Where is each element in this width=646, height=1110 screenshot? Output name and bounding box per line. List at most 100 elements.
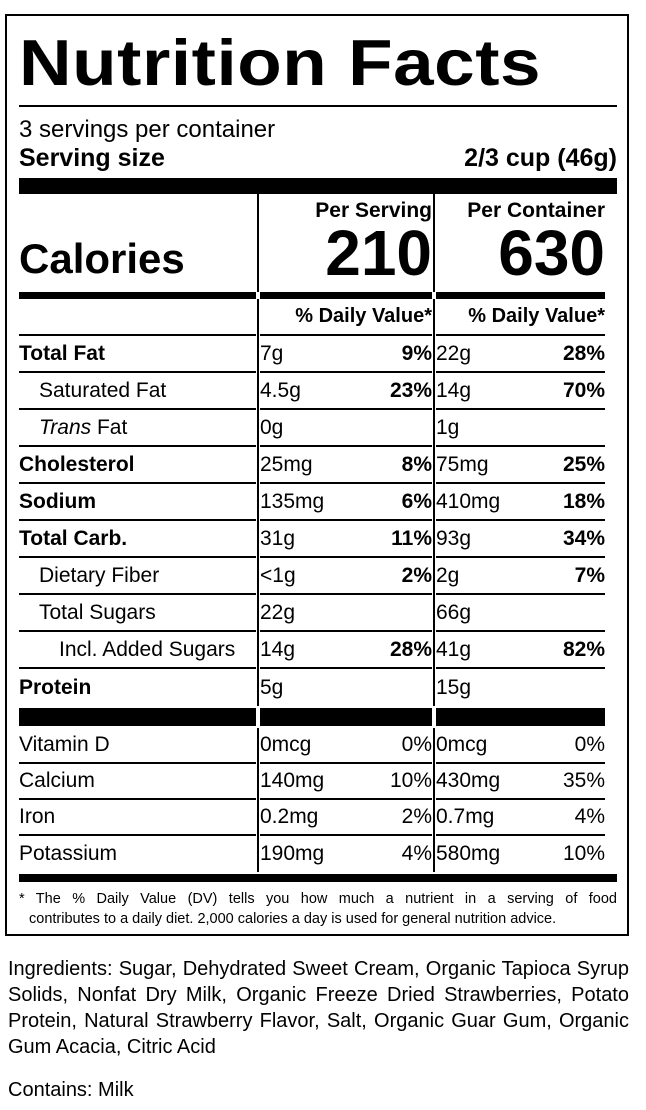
vitamin-thick-divider	[19, 708, 617, 727]
label-title: Nutrition Facts	[19, 26, 542, 99]
amount: 2g	[436, 563, 460, 587]
column-separator	[257, 764, 259, 801]
daily-value-percent: 10%	[389, 769, 432, 793]
calories-label: Calories	[19, 235, 185, 283]
nutrient-name: Sodium	[19, 484, 256, 522]
column-separator	[257, 410, 259, 448]
column-separator	[257, 299, 259, 337]
column-separator	[257, 373, 259, 411]
column-separator	[433, 299, 435, 337]
per-serving-cell: 14g 28%	[260, 632, 432, 670]
nutrient-row: Dietary Fiber <1g 2% 2g 7%	[19, 558, 617, 596]
per-container-cell: 41g 82%	[436, 632, 605, 670]
column-separator	[257, 558, 259, 596]
daily-value-percent: 82%	[562, 637, 605, 661]
empty-cell	[19, 299, 256, 337]
column-separator	[257, 194, 259, 293]
daily-value-percent: 35%	[562, 769, 605, 793]
nutrient-name: Total Fat	[19, 336, 256, 374]
calories-per-container: 630	[498, 217, 605, 290]
vitamin-row: Calcium 140mg 10% 430mg 35%	[19, 764, 617, 801]
daily-value-percent: 4%	[401, 842, 432, 866]
column-separator	[257, 447, 259, 485]
column-separator	[433, 410, 435, 448]
serving-size-row: Serving size 2/3 cup (46g)	[19, 144, 617, 173]
nutrient-name: Total Sugars	[19, 595, 256, 633]
amount: 0mcg	[436, 733, 488, 757]
amount: 25mg	[260, 452, 313, 476]
per-container-cell: 66g	[436, 595, 605, 633]
vitamin-table: Vitamin D 0mcg 0% 0mcg 0% Calcium 140mg 10% 430m…	[19, 728, 617, 873]
per-container-cell: 22g 28%	[436, 336, 605, 374]
serving-size-label: Serving size	[19, 143, 165, 172]
nutrient-row: Incl. Added Sugars 14g 28% 41g 82%	[19, 632, 617, 670]
per-serving-header: Per Serving	[315, 199, 432, 223]
amount: 22g	[260, 600, 296, 624]
amount: 0.7mg	[436, 805, 495, 829]
column-separator	[257, 521, 259, 559]
daily-value-percent: 0%	[574, 733, 605, 757]
per-serving-cell: 22g	[260, 595, 432, 633]
daily-value-percent: 18%	[562, 489, 605, 513]
vitamin-row: Potassium 190mg 4% 580mg 10%	[19, 836, 617, 873]
nutrient-name: Cholesterol	[19, 447, 256, 485]
nutrient-table: Total Fat 7g 9% 22g 28% Saturated Fat 4.5g 23% 1…	[19, 336, 617, 707]
nutrient-name: Potassium	[19, 842, 118, 866]
per-container-cell: 75mg 25%	[436, 447, 605, 485]
per-serving-cell: 0mcg 0%	[260, 728, 432, 765]
calories-thick-divider	[19, 292, 617, 300]
nutrient-row: Protein 5g 15g	[19, 669, 617, 707]
amount: 140mg	[260, 769, 325, 793]
per-serving-cell: 190mg 4%	[260, 836, 432, 872]
amount: 14g	[260, 637, 296, 661]
column-separator	[433, 521, 435, 559]
amount: 31g	[260, 526, 296, 550]
column-separator	[433, 194, 435, 293]
amount: 135mg	[260, 489, 325, 513]
nutrient-name: Dietary Fiber	[19, 558, 256, 596]
thick-divider-cell	[436, 708, 605, 727]
divider	[19, 105, 617, 107]
dv-header-per-serving: % Daily Value*	[260, 299, 432, 337]
amount: 1g	[436, 415, 460, 439]
vitamin-row: Iron 0.2mg 2% 0.7mg 4%	[19, 800, 617, 837]
nutrient-name: Vitamin D	[19, 728, 256, 765]
nutrient-row: Total Sugars 22g 66g	[19, 595, 617, 633]
column-separator	[257, 728, 259, 765]
column-separator	[433, 595, 435, 633]
nutrient-row: Saturated Fat 4.5g 23% 14g 70%	[19, 373, 617, 411]
nutrient-name: Protein	[19, 675, 92, 699]
column-separator	[257, 836, 259, 873]
daily-value-percent: 8%	[401, 452, 432, 476]
nutrient-name: Trans Fat	[19, 410, 256, 448]
per-serving-cell: 31g 11%	[260, 521, 432, 559]
column-separator	[257, 669, 259, 707]
calories-row: Calories Per Serving 210 Per Container 6…	[19, 194, 617, 293]
nutrient-row: Sodium 135mg 6% 410mg 18%	[19, 484, 617, 522]
per-container-cell: 430mg 35%	[436, 764, 605, 801]
daily-value-header-row: % Daily Value* % Daily Value*	[19, 299, 617, 337]
per-serving-column-head: Per Serving 210	[260, 194, 432, 292]
serving-size-value: 2/3 cup (46g)	[464, 143, 617, 172]
nutrient-row: Total Carb. 31g 11% 93g 34%	[19, 521, 617, 559]
nutrient-name: Saturated Fat	[19, 373, 256, 411]
per-container-cell: 580mg 10%	[436, 836, 605, 872]
per-container-cell: 0mcg 0%	[436, 728, 605, 765]
column-separator	[433, 764, 435, 801]
amount: 41g	[436, 637, 472, 661]
daily-value-percent: 23%	[389, 378, 432, 402]
footnote-line-2: contributes to a daily diet. 2,000 calor…	[29, 910, 557, 927]
column-separator	[257, 336, 259, 374]
column-separator	[257, 484, 259, 522]
amount: 0g	[260, 415, 284, 439]
thick-divider-cell	[260, 708, 432, 727]
per-container-column-head: Per Container 630	[436, 194, 605, 292]
per-container-cell: 0.7mg 4%	[436, 800, 605, 837]
amount: 5g	[260, 675, 284, 699]
per-serving-cell: 25mg 8%	[260, 447, 432, 485]
daily-value-percent: 0%	[401, 733, 432, 757]
column-separator	[257, 800, 259, 837]
per-container-header: Per Container	[467, 199, 605, 223]
allergen-statement: Contains: Milk	[8, 1079, 134, 1101]
amount: <1g	[260, 563, 296, 587]
